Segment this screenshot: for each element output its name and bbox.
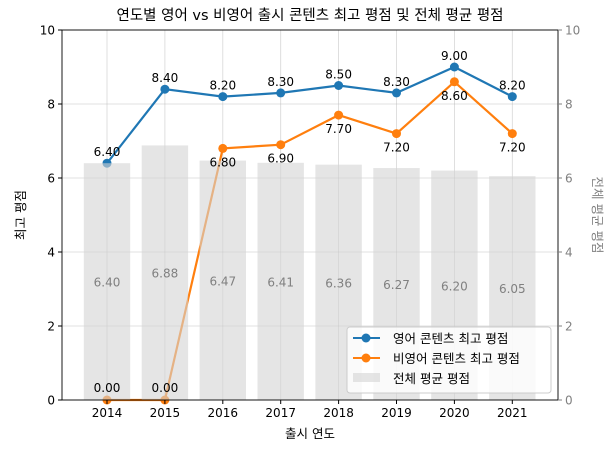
data-point bbox=[449, 62, 459, 72]
legend-marker-average bbox=[353, 373, 380, 382]
legend-label-non-english: 비영어 콘텐츠 최고 평점 bbox=[393, 351, 520, 366]
data-label-non-english: 0.00 bbox=[152, 381, 179, 395]
bar-label: 6.40 bbox=[94, 276, 121, 290]
x-axis-label: 출시 연도 bbox=[285, 426, 335, 441]
data-point bbox=[276, 88, 286, 98]
data-point bbox=[160, 84, 170, 94]
series-line-english bbox=[106, 65, 513, 164]
x-tick-label: 2015 bbox=[150, 406, 181, 420]
bar-average bbox=[257, 162, 304, 400]
data-label-english: 8.30 bbox=[383, 75, 410, 89]
y-right-tick-label: 2 bbox=[565, 320, 573, 334]
data-point bbox=[507, 129, 517, 139]
y-right-tick-label: 10 bbox=[565, 24, 580, 38]
y-right-tick-label: 4 bbox=[565, 246, 573, 260]
data-label-english: 8.40 bbox=[152, 71, 179, 85]
bar-label: 6.36 bbox=[325, 276, 352, 290]
bar-average bbox=[141, 145, 189, 400]
legend-marker-non-english bbox=[361, 353, 371, 363]
x-tick-label: 2017 bbox=[265, 406, 296, 420]
legend: 영어 콘텐츠 최고 평점 비영어 콘텐츠 최고 평점 전체 평균 평점 bbox=[346, 326, 552, 394]
data-label-non-english: 7.70 bbox=[325, 122, 352, 136]
legend-marker-english bbox=[361, 333, 371, 343]
y-right-tick-label: 0 bbox=[565, 394, 573, 408]
data-label-english: 8.30 bbox=[267, 75, 294, 89]
y-tick-label: 10 bbox=[40, 24, 55, 38]
data-point bbox=[507, 92, 517, 102]
data-point bbox=[334, 81, 344, 90]
bar-label: 6.47 bbox=[209, 274, 236, 288]
x-tick-label: 2018 bbox=[323, 406, 354, 420]
legend-label-english: 영어 콘텐츠 최고 평점 bbox=[393, 331, 508, 346]
bar-label: 6.20 bbox=[441, 279, 468, 293]
data-point bbox=[392, 88, 401, 98]
data-label-non-english: 0.00 bbox=[94, 381, 121, 395]
bar-average bbox=[83, 163, 131, 400]
x-tick-label: 2021 bbox=[497, 406, 528, 420]
data-label-non-english: 6.90 bbox=[267, 152, 294, 166]
data-label-non-english: 7.20 bbox=[499, 141, 526, 155]
x-tick-label: 2014 bbox=[92, 406, 123, 420]
data-point bbox=[449, 77, 459, 87]
x-tick-label: 2020 bbox=[439, 406, 470, 420]
data-label-english: 8.20 bbox=[499, 79, 526, 93]
bar-label: 6.27 bbox=[383, 278, 410, 292]
y-tick-label: 2 bbox=[47, 320, 55, 334]
x-tick-label: 2019 bbox=[381, 406, 412, 420]
data-point bbox=[392, 129, 401, 139]
y-right-tick-label: 6 bbox=[565, 172, 573, 186]
y-tick-label: 6 bbox=[47, 172, 55, 186]
y-axis-label: 최고 평점 bbox=[13, 190, 28, 240]
data-point bbox=[334, 110, 344, 120]
y-tick-label: 0 bbox=[47, 394, 55, 408]
y-right-tick-label: 8 bbox=[565, 98, 573, 112]
data-label-english: 9.00 bbox=[441, 49, 468, 63]
data-point bbox=[218, 92, 228, 102]
bar-label: 6.05 bbox=[499, 282, 526, 296]
bar-label: 6.88 bbox=[152, 267, 179, 281]
legend-label-average: 전체 평균 평점 bbox=[393, 371, 470, 386]
data-label-non-english: 6.80 bbox=[209, 155, 236, 169]
y-tick-label: 8 bbox=[47, 98, 55, 112]
bar-label: 6.41 bbox=[267, 275, 294, 289]
data-point bbox=[218, 143, 228, 153]
y-tick-label: 4 bbox=[47, 246, 55, 260]
plot-frame bbox=[61, 29, 559, 401]
data-label-english: 8.50 bbox=[325, 68, 352, 82]
data-label-non-english: 7.20 bbox=[383, 141, 410, 155]
x-tick-label: 2016 bbox=[208, 406, 239, 420]
data-point bbox=[276, 140, 286, 150]
y-axis-right-label: 전체 평균 평점 bbox=[590, 177, 605, 254]
bar-average bbox=[199, 160, 246, 400]
data-label-non-english: 8.60 bbox=[441, 89, 468, 103]
data-label-english: 8.20 bbox=[209, 79, 236, 93]
data-label-english: 6.40 bbox=[94, 145, 121, 159]
chart-title: 연도별 영어 vs 비영어 출시 콘텐츠 최고 평점 및 전체 평균 평점 bbox=[117, 7, 504, 24]
